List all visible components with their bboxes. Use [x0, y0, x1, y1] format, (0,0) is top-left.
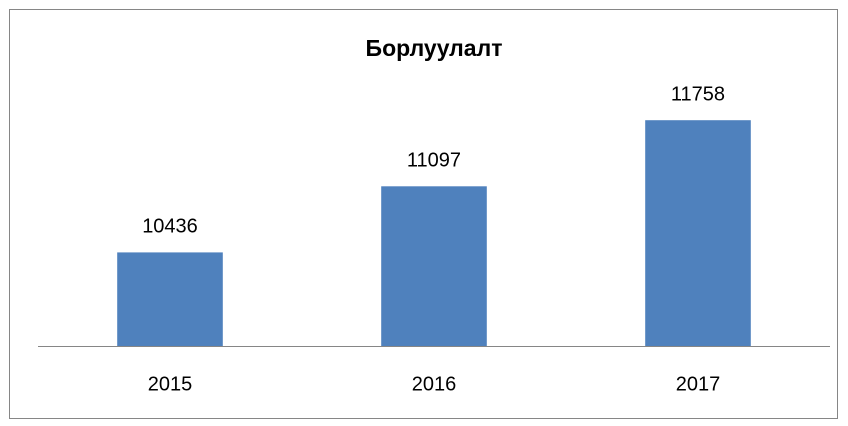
x-tick-label: 2015	[148, 373, 193, 395]
x-tick-label: 2016	[412, 373, 457, 395]
data-label: 11758	[671, 83, 725, 105]
x-tick-label: 2017	[676, 373, 721, 395]
bar	[117, 252, 223, 346]
bar	[645, 120, 751, 346]
chart-title: Борлуулалт	[366, 35, 503, 61]
data-label: 10436	[142, 216, 198, 238]
bar	[381, 186, 487, 346]
data-label: 11097	[407, 150, 461, 172]
